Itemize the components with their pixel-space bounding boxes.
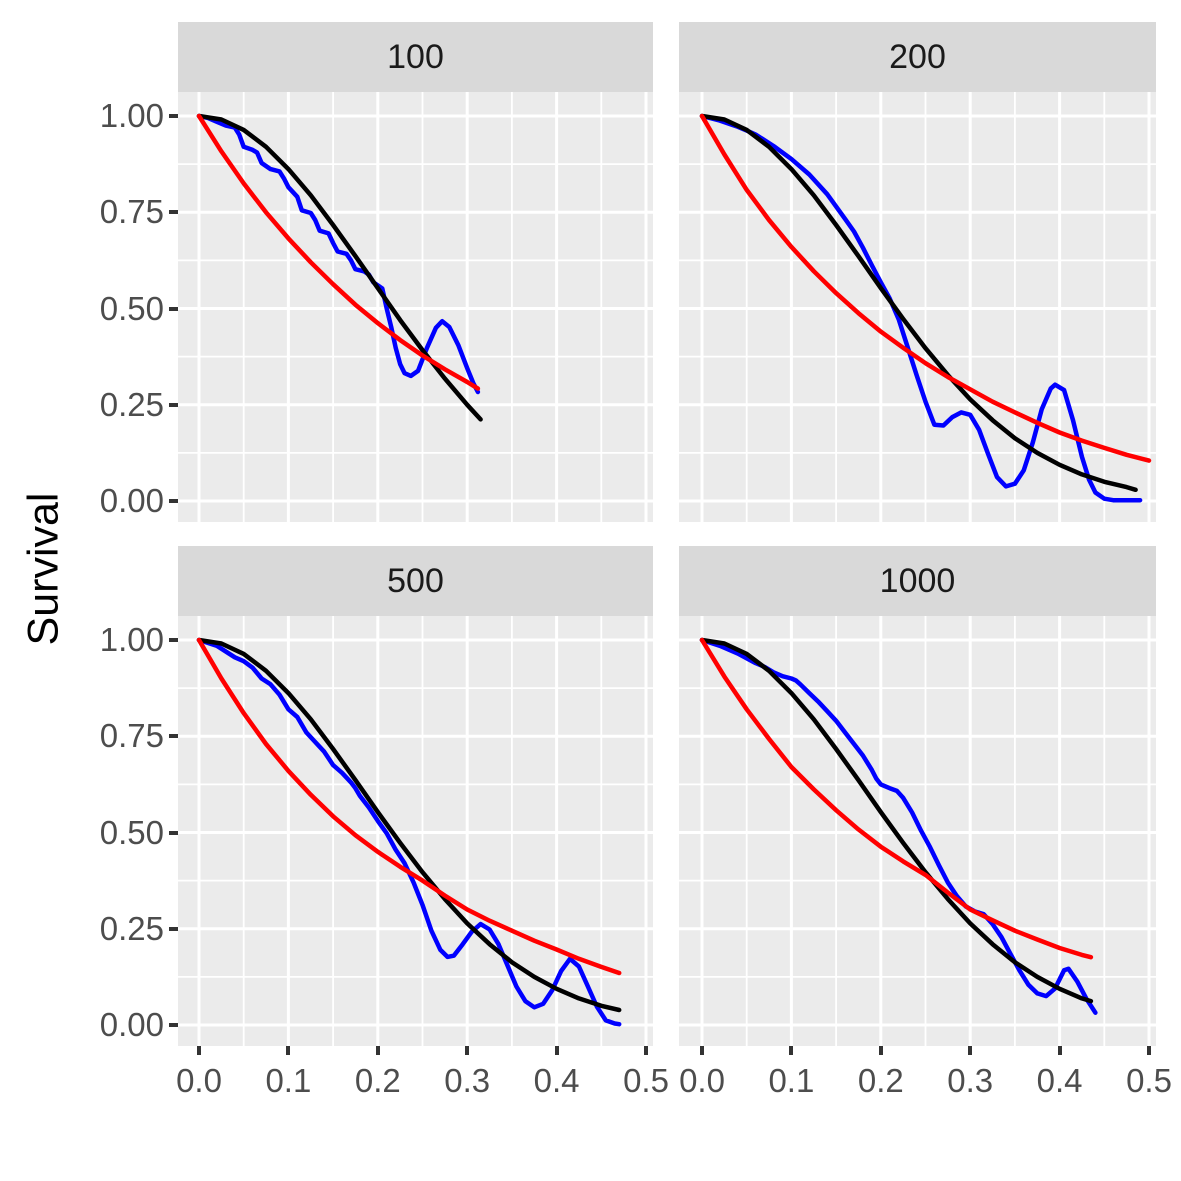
y-tick-mark (169, 734, 178, 739)
panel-plot-200 (679, 92, 1156, 522)
y-tick-label: 0.50 (99, 813, 164, 851)
facet-strip-label: 100 (387, 37, 444, 76)
x-tick-mark (197, 1046, 201, 1055)
x-tick-label: 0.3 (947, 1062, 994, 1099)
facet-strip-1000: 1000 (679, 546, 1156, 616)
x-tick-mark (375, 1046, 380, 1055)
x-tick-label: 0.3 (444, 1062, 491, 1099)
black-survival-curve (196, 113, 483, 422)
facet-strip-label: 500 (387, 561, 444, 600)
facet-panel-1000 (679, 616, 1156, 1046)
facet-strip-200: 200 (679, 22, 1156, 92)
y-axis-title: Survival (19, 492, 68, 646)
y-tick-label: 0.00 (99, 1006, 164, 1043)
red-survival-curve (196, 113, 481, 391)
x-tick-label: 0.1 (768, 1062, 815, 1099)
x-tick-label: 0.2 (857, 1062, 904, 1099)
panel-plot-1000 (679, 616, 1156, 1046)
x-tick-label: 0.2 (354, 1062, 401, 1099)
y-tick-label: 0.75 (99, 717, 164, 755)
x-tick-label: 0.1 (265, 1062, 312, 1099)
x-tick-mark (700, 1046, 704, 1055)
facet-strip-label: 1000 (879, 561, 956, 600)
red-survival-curve (699, 113, 1152, 463)
y-tick-mark (169, 402, 178, 407)
x-tick-mark (968, 1046, 973, 1055)
x-tick-label: 0.0 (176, 1062, 222, 1099)
facet-strip-500: 500 (178, 546, 653, 616)
y-tick-label: 0.00 (99, 482, 164, 519)
black-survival-curve (699, 637, 1094, 1004)
y-tick-mark (169, 830, 178, 835)
blue-survival-curve (196, 113, 481, 395)
x-tick-label: 0.4 (533, 1062, 580, 1099)
x-tick-mark (789, 1046, 794, 1055)
panel-plot-500 (178, 616, 653, 1046)
facet-panel-200 (679, 92, 1156, 522)
y-tick-mark (169, 114, 178, 118)
x-tick-label: 0.5 (1126, 1062, 1172, 1099)
y-tick-label: 1.00 (99, 97, 164, 134)
y-tick-label: 0.25 (99, 909, 164, 947)
facet-strip-label: 200 (889, 37, 946, 76)
y-tick-mark (169, 1023, 178, 1027)
y-tick-mark (169, 499, 178, 503)
x-tick-mark (554, 1046, 559, 1055)
facet-panel-100 (178, 92, 653, 522)
facet-strip-100: 100 (178, 22, 653, 92)
y-tick-label: 1.00 (99, 621, 164, 658)
x-tick-mark (1057, 1046, 1062, 1055)
y-tick-mark (169, 306, 178, 311)
x-tick-label: 0.4 (1036, 1062, 1083, 1099)
x-tick-label: 0.5 (623, 1062, 669, 1099)
x-tick-mark (878, 1046, 883, 1055)
panel-plot-100 (178, 92, 653, 522)
y-tick-mark (169, 638, 178, 642)
y-tick-label: 0.50 (99, 289, 164, 327)
x-tick-label: 0.0 (679, 1062, 725, 1099)
facet-panel-500 (178, 616, 653, 1046)
y-tick-mark (169, 926, 178, 931)
red-survival-curve (699, 637, 1094, 960)
blue-survival-curve (699, 637, 1098, 1015)
red-survival-curve (196, 637, 622, 976)
x-tick-mark (1147, 1046, 1151, 1055)
blue-survival-curve (699, 113, 1143, 503)
black-survival-curve (699, 113, 1138, 493)
x-tick-mark (465, 1046, 470, 1055)
y-tick-mark (169, 210, 178, 215)
x-tick-mark (286, 1046, 291, 1055)
y-tick-label: 0.25 (99, 385, 164, 423)
black-survival-curve (196, 637, 622, 1013)
x-tick-mark (644, 1046, 648, 1055)
y-tick-label: 0.75 (99, 193, 164, 231)
